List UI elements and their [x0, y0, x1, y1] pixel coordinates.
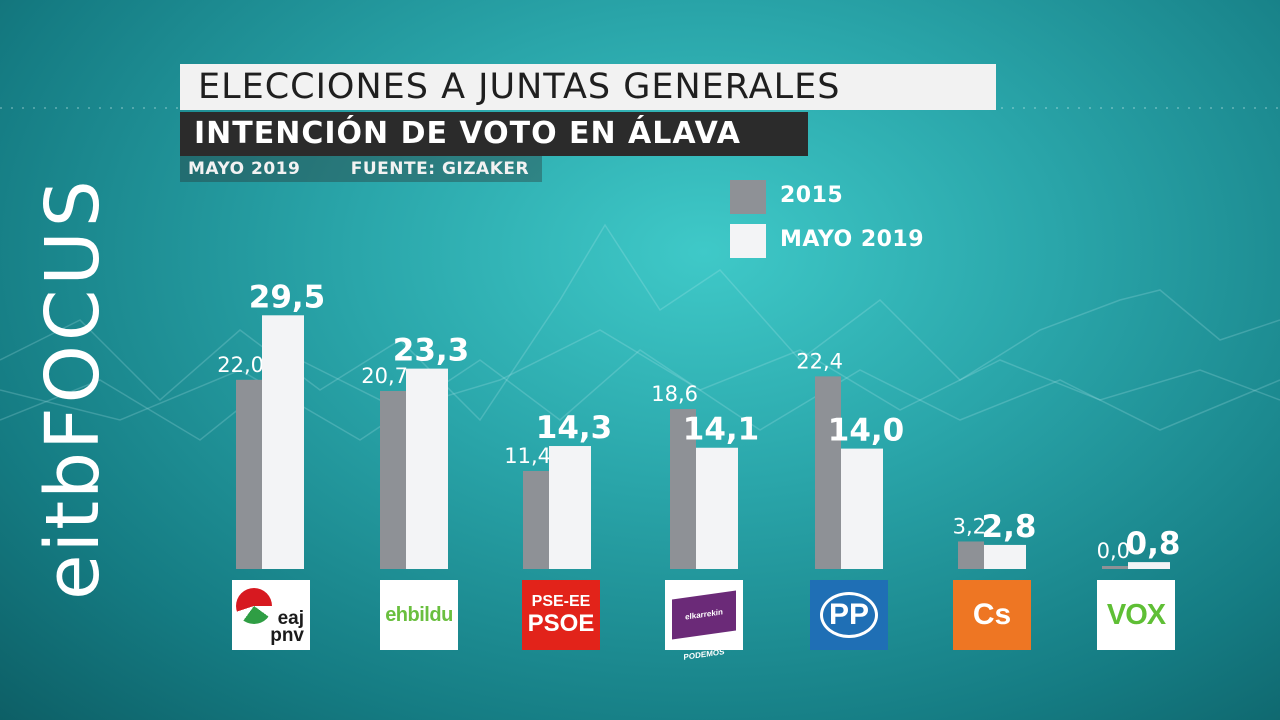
- bar-group: 3,22,8: [953, 509, 1037, 569]
- bar-2015: [958, 541, 984, 569]
- bar-2019: [841, 448, 883, 569]
- bar-2015: [380, 390, 406, 569]
- bar-2019: [1128, 562, 1170, 569]
- logo-vox: VOX: [1097, 580, 1175, 650]
- data-label-2019: 14,0: [828, 413, 905, 449]
- logo-pse-psoe: PSE-EE PSOE: [522, 580, 600, 650]
- data-label-2015: 0,0: [1097, 539, 1130, 563]
- logo-podemos-box: elkarrekin PODEMOS: [672, 590, 736, 662]
- bar-group: 22,0 29,5: [217, 279, 325, 569]
- logo-psoe-line1: PSE-EE: [531, 593, 591, 610]
- data-label-2019: 29,5: [249, 279, 326, 315]
- bar-group: 11,414,3: [504, 410, 612, 569]
- logo-pp: PP: [810, 580, 888, 650]
- bar-group: 18,6 14,1: [651, 382, 759, 569]
- data-label-2015: 18,6: [651, 382, 698, 406]
- bar-2019: [984, 544, 1026, 569]
- data-label-2019: 23,3: [393, 333, 470, 369]
- data-label-2015: 22,0: [217, 353, 264, 377]
- logo-pnv-line2: pnv: [270, 625, 304, 646]
- logo-elkarrekin-podemos: elkarrekin PODEMOS: [665, 580, 743, 662]
- logo-eh-bildu: ehbildu: [380, 580, 458, 650]
- chart-date: MAYO 2019: [188, 159, 301, 179]
- chart-title: ELECCIONES A JUNTAS GENERALES: [180, 64, 996, 110]
- legend-label-2015: 2015: [780, 183, 844, 208]
- bar-group: 20,723,3: [361, 333, 469, 569]
- data-label-2019: 0,8: [1126, 526, 1181, 562]
- logo-eaj-pnv: eaj pnv: [232, 580, 310, 650]
- bar-2015: [236, 379, 262, 569]
- legend-swatch-2015: [730, 180, 766, 214]
- chart-meta: MAYO 2019 FUENTE: GIZAKER: [180, 156, 542, 182]
- logo-pp-circle: PP: [820, 592, 878, 638]
- bar-2015: [523, 470, 549, 569]
- chart-source: FUENTE: GIZAKER: [350, 159, 530, 179]
- bar-2019: [696, 447, 738, 569]
- legend-swatch-2019: [730, 224, 766, 258]
- bar-group: 0,00,8: [1097, 526, 1181, 569]
- bar-2019: [262, 315, 304, 569]
- logo-pnv-text: eaj pnv: [270, 608, 304, 646]
- pnv-swirl-icon: [236, 588, 272, 624]
- logo-pnv-line1: eaj: [277, 608, 304, 629]
- bar-2019: [406, 368, 448, 569]
- logo-psoe-line2: PSOE: [527, 610, 595, 637]
- data-label-2019: 2,8: [982, 509, 1037, 545]
- data-label-2015: 20,7: [361, 364, 408, 388]
- data-label-2015: 22,4: [796, 349, 843, 373]
- data-label-2019: 14,3: [536, 410, 613, 446]
- chart-subtitle: INTENCIÓN DE VOTO EN ÁLAVA: [180, 112, 808, 156]
- bar-group: 22,4 14,0: [796, 349, 904, 569]
- bar-2015: [815, 376, 841, 569]
- legend-label-2019: MAYO 2019: [780, 227, 925, 252]
- bar-2015: [1102, 566, 1128, 569]
- bar-2015: [670, 409, 696, 569]
- bar-2019: [549, 446, 591, 569]
- data-label-2015: 11,4: [504, 444, 551, 468]
- data-label-2015: 3,2: [953, 514, 986, 538]
- data-label-2019: 14,1: [683, 412, 760, 448]
- logo-ciudadanos: Cs: [953, 580, 1031, 650]
